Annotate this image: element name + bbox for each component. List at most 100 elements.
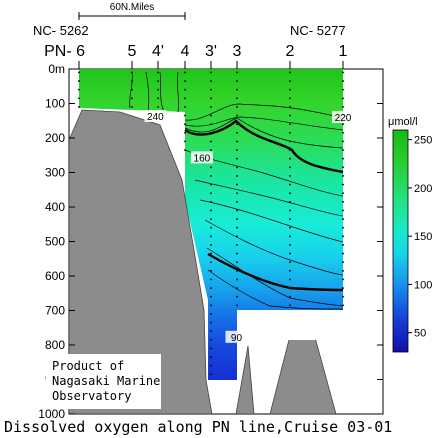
sample-dot bbox=[342, 71, 344, 74]
sample-dot bbox=[342, 235, 344, 238]
sample-dot bbox=[342, 200, 344, 203]
sample-dot bbox=[236, 295, 238, 298]
sample-dot bbox=[289, 192, 291, 195]
station-label: 2 bbox=[286, 43, 295, 60]
sample-dot bbox=[210, 321, 212, 324]
station-label: 3 bbox=[233, 43, 242, 60]
sample-dot bbox=[236, 252, 238, 255]
sample-dot bbox=[289, 157, 291, 160]
sample-dot bbox=[210, 373, 212, 376]
annotation-line: Product of bbox=[52, 359, 124, 373]
sample-dot bbox=[342, 175, 344, 177]
station-label: PN- 6 bbox=[44, 43, 85, 60]
sample-dot bbox=[184, 80, 186, 82]
station-label: 4 bbox=[181, 43, 190, 60]
sample-dot bbox=[78, 80, 80, 82]
sample-dot bbox=[210, 149, 212, 151]
sample-dot bbox=[184, 123, 186, 126]
sample-dot bbox=[236, 80, 238, 82]
sample-dot bbox=[342, 209, 344, 212]
sample-dot bbox=[236, 235, 238, 238]
sample-dot bbox=[210, 175, 212, 177]
sample-dot bbox=[210, 278, 212, 281]
chart-title: Dissolved oxygen along PN line,Cruise 03… bbox=[4, 418, 392, 436]
sample-dot bbox=[342, 218, 344, 220]
sample-dot bbox=[210, 364, 212, 367]
contour-label: 90 bbox=[231, 333, 243, 344]
sample-dot bbox=[210, 71, 212, 74]
sample-dot bbox=[78, 71, 80, 74]
sample-dot bbox=[289, 114, 291, 117]
contour-label-bg bbox=[190, 151, 213, 164]
sample-dot bbox=[184, 114, 186, 117]
contour-line-bold-200 bbox=[184, 119, 344, 174]
contour-label-bg bbox=[225, 330, 248, 343]
sample-dot bbox=[342, 192, 344, 195]
sample-dot bbox=[289, 71, 291, 74]
colorbar-unit: μmol/l bbox=[388, 116, 418, 128]
sample-dot bbox=[289, 244, 291, 246]
station-labels: PN- 6 5 4' 4 3' 3 2 1 bbox=[44, 43, 348, 69]
right-cast-label: NC- 5277 bbox=[290, 23, 346, 38]
sample-dot bbox=[289, 295, 291, 298]
sample-dot bbox=[289, 80, 291, 82]
sample-dot bbox=[342, 106, 344, 108]
sample-dot bbox=[157, 88, 159, 91]
contour-label-bg bbox=[332, 111, 354, 124]
sample-dot bbox=[236, 131, 238, 134]
sample-dot bbox=[342, 80, 344, 82]
sample-dot bbox=[342, 304, 344, 307]
y-tick-label: 100 bbox=[45, 97, 65, 111]
sample-dot bbox=[236, 166, 238, 169]
colorbar-ticks: 50 100 150 200 250 bbox=[408, 135, 432, 340]
sample-dot bbox=[236, 226, 238, 229]
sample-dot bbox=[236, 261, 238, 264]
sample-dot bbox=[342, 226, 344, 229]
distance-scale-bar: 60N.Miles bbox=[78, 2, 186, 20]
sample-dot bbox=[210, 114, 212, 117]
sample-dot bbox=[289, 175, 291, 177]
no-data-region bbox=[237, 310, 343, 340]
y-tick-label: 500 bbox=[45, 235, 65, 249]
y-tick-label: 300 bbox=[45, 166, 65, 180]
sample-dot bbox=[236, 304, 238, 307]
sample-dot bbox=[236, 149, 238, 151]
colorbar-tick-label: 250 bbox=[414, 135, 432, 147]
sample-dot bbox=[289, 149, 291, 151]
station-label: 1 bbox=[339, 43, 348, 60]
sample-dot bbox=[342, 97, 344, 100]
seafloor-mask bbox=[69, 109, 213, 414]
sample-dot bbox=[289, 200, 291, 203]
sample-dot bbox=[184, 97, 186, 100]
y-tick-label: 700 bbox=[45, 304, 65, 318]
sample-dot bbox=[157, 80, 159, 82]
colorbar-tick-label: 50 bbox=[414, 328, 426, 340]
sample-dot bbox=[342, 287, 344, 289]
sample-dot bbox=[236, 71, 238, 74]
sample-dot bbox=[210, 338, 212, 341]
sample-dot bbox=[289, 140, 291, 143]
sample-dot bbox=[289, 269, 291, 272]
sample-dot bbox=[157, 106, 159, 108]
sample-dot bbox=[236, 244, 238, 246]
sample-dot bbox=[131, 106, 133, 108]
sample-dot bbox=[289, 131, 291, 134]
station-label: 4' bbox=[152, 43, 164, 60]
contour-label: 240 bbox=[147, 112, 164, 123]
contour-label: 220 bbox=[335, 113, 352, 124]
sample-dot bbox=[184, 140, 186, 143]
sample-dot bbox=[236, 278, 238, 281]
sample-dot bbox=[342, 261, 344, 264]
sample-dot bbox=[236, 114, 238, 117]
sample-dot bbox=[289, 304, 291, 307]
sample-dot bbox=[210, 209, 212, 212]
sample-dot bbox=[210, 235, 212, 238]
sample-dot bbox=[210, 80, 212, 82]
station-casts bbox=[78, 71, 344, 376]
contour-lines bbox=[129, 71, 344, 310]
y-tick-label: 400 bbox=[45, 200, 65, 214]
sample-dot bbox=[289, 88, 291, 91]
sample-dot bbox=[210, 192, 212, 195]
